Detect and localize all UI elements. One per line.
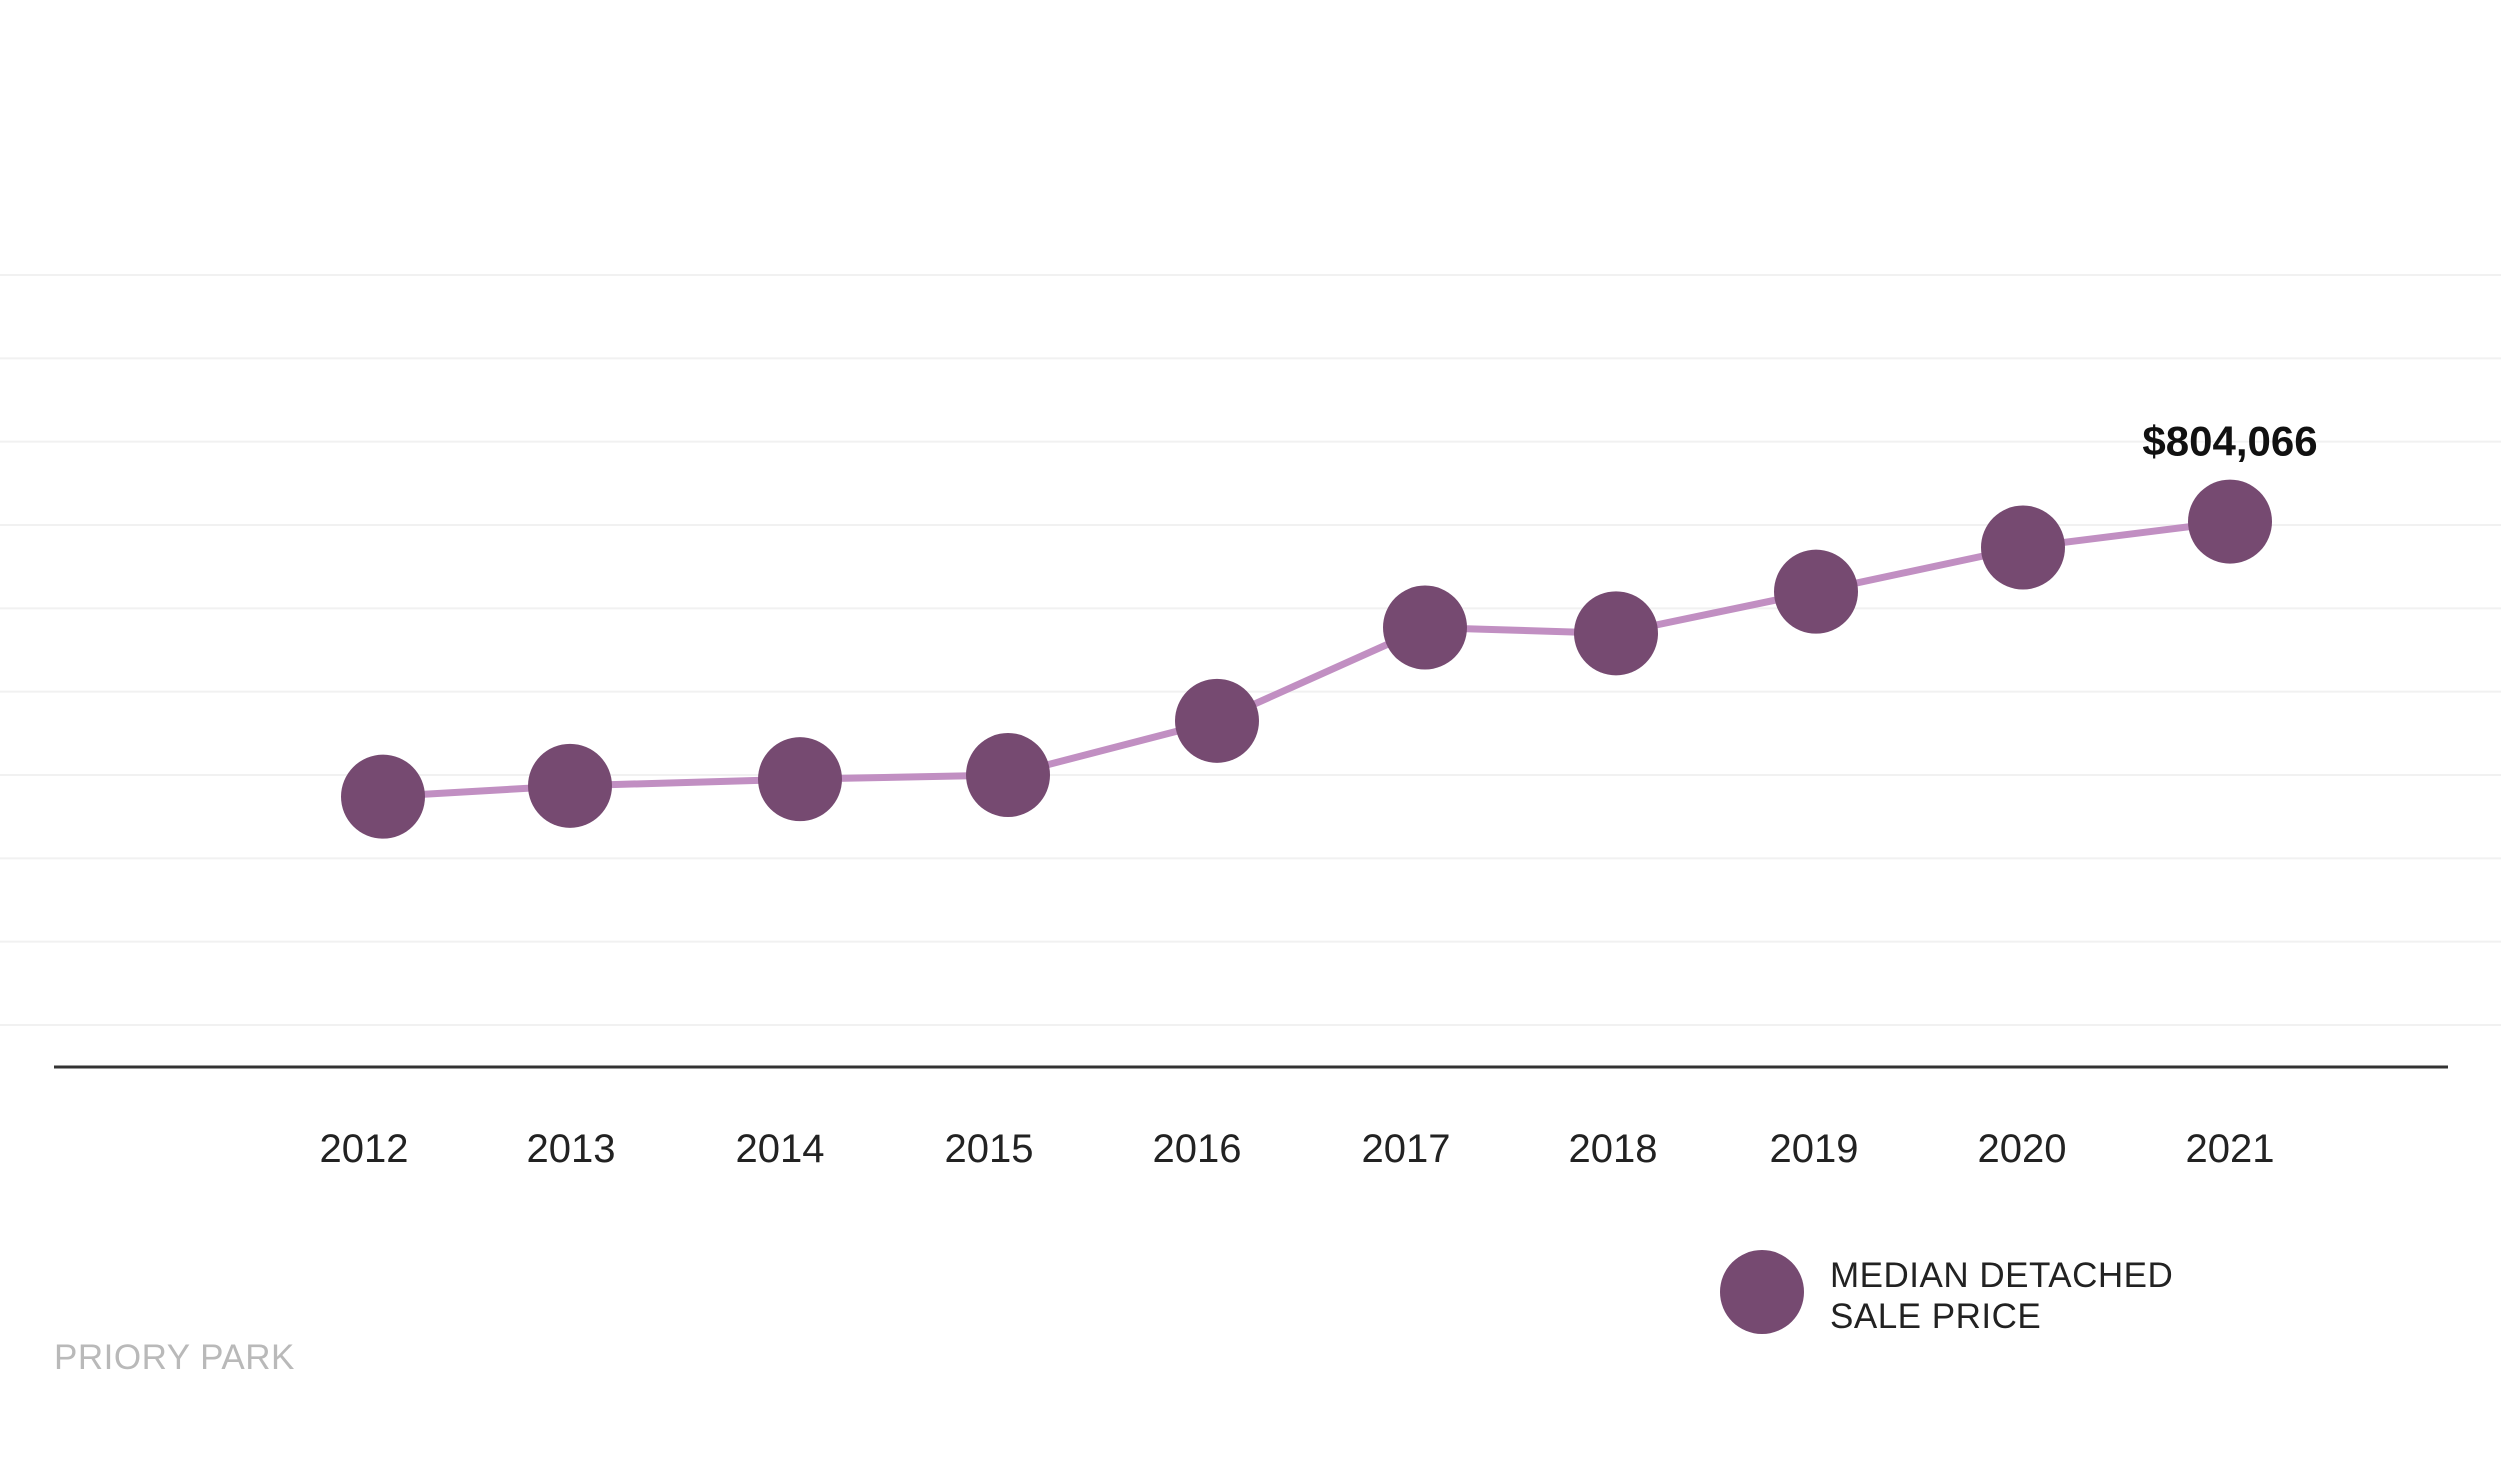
data-point-2013 [528, 743, 612, 828]
data-point-2012 [341, 754, 425, 839]
x-tick-label: 2012 [320, 1127, 409, 1171]
x-tick-label: 2018 [1569, 1127, 1658, 1171]
legend-marker [1720, 1250, 1804, 1334]
x-tick-label: 2020 [1978, 1127, 2067, 1171]
x-tick-label: 2021 [2186, 1127, 2275, 1171]
data-point-2017 [1383, 585, 1467, 670]
annotations: $804,066 [2142, 418, 2317, 465]
x-tick-labels: 2012 2013 2014 2015 2016 2017 2018 2019 2020 2021 [320, 1127, 2275, 1171]
data-point-2014 [758, 737, 842, 822]
x-tick-label: 2019 [1770, 1127, 1859, 1171]
x-tick-label: 2013 [527, 1127, 616, 1171]
gridlines [0, 274, 2501, 1026]
data-point-2021 [2188, 479, 2272, 564]
x-tick-label: 2014 [736, 1127, 825, 1171]
data-points [341, 479, 2272, 839]
legend-line-2: SALE PRICE [1830, 1297, 2042, 1336]
legend-line-1: MEDIAN DETACHED [1830, 1256, 2174, 1295]
data-point-2020 [1981, 505, 2065, 590]
value-label: $804,066 [2142, 418, 2317, 465]
data-point-2018 [1574, 591, 1658, 676]
data-point-2015 [966, 733, 1050, 817]
legend-label: MEDIAN DETACHED SALE PRICE [1830, 1255, 2173, 1337]
data-point-2019 [1774, 549, 1858, 634]
x-tick-label: 2016 [1153, 1127, 1242, 1171]
footer-label: PRIORY PARK [54, 1338, 295, 1377]
series-line [382, 518, 2231, 801]
data-point-2016 [1175, 678, 1259, 763]
x-tick-label: 2017 [1362, 1127, 1451, 1171]
x-tick-label: 2015 [945, 1127, 1034, 1171]
